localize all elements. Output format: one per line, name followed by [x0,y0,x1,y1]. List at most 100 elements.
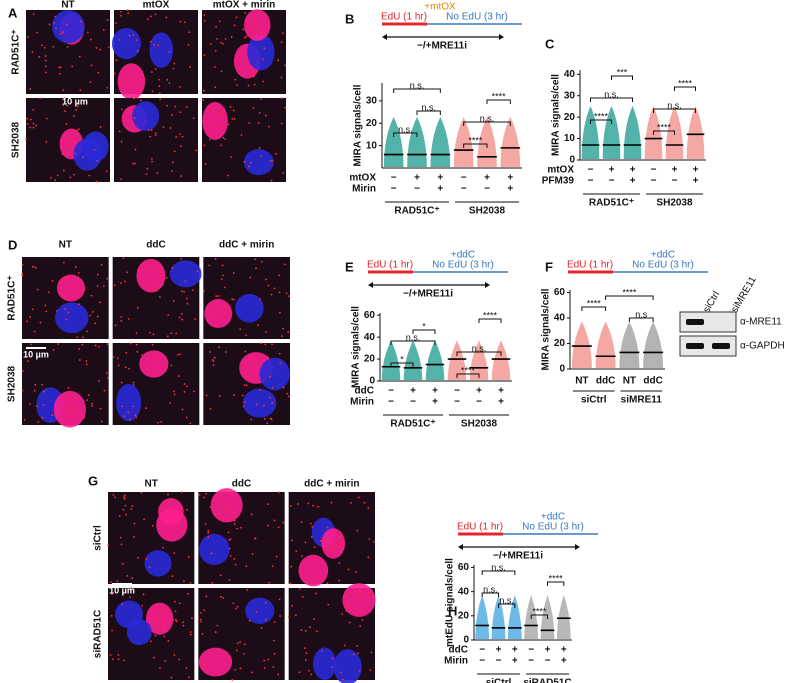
significance-bracket [481,570,516,575]
foci [321,649,323,652]
foci [150,270,153,273]
foci [298,588,301,590]
foci [309,522,312,525]
foci [203,19,206,22]
foci [117,357,119,360]
foci [168,51,171,53]
foci [62,104,64,107]
y-tick-label: 0 [569,155,575,166]
foci [67,311,70,314]
foci [187,592,189,595]
foci [120,543,123,546]
significance-bracket [605,295,654,300]
pulse-label: EdU (1 hr) [457,522,503,533]
group-label: SH2038 [461,419,498,430]
foci [248,620,251,622]
foci [286,392,289,395]
condition-sign: + [561,656,567,667]
condition-sign: + [512,645,518,656]
foci [21,274,24,277]
significance-label: n.s. [410,80,425,90]
foci [187,44,190,46]
foci [132,384,135,386]
foci [301,555,303,557]
foci [56,174,59,177]
foci [127,12,130,15]
nucleus [204,299,233,328]
foci [267,658,270,661]
foci [134,414,137,417]
foci [268,581,270,584]
foci [242,28,245,31]
foci [151,71,153,73]
nucleus [116,383,142,422]
foci [90,64,93,67]
y-axis-label: MIRA signals/cell [351,306,362,388]
foci [331,657,334,660]
foci [248,16,251,19]
panel-label: E [345,259,354,274]
foci [203,290,205,293]
dot-cloud [623,106,642,159]
foci [172,67,175,70]
foci [260,342,262,345]
significance-bracket [481,592,499,597]
dot-cloud [381,340,401,380]
foci [273,653,276,655]
foci [105,170,108,173]
foci [27,360,30,363]
foci [158,78,161,81]
row-label: SH2038 [7,365,18,402]
foci [255,610,258,613]
foci [124,504,127,507]
condition-sign: − [476,397,482,408]
foci [105,372,108,375]
y-tick-label: 60 [458,562,470,573]
foci [255,403,258,406]
foci [207,531,210,534]
foci [282,386,285,389]
foci [282,327,285,330]
significance-label: n.s. [604,89,619,99]
foci [29,118,32,121]
foci [167,314,170,317]
foci [118,514,121,517]
row-label: RAD51C⁺ [7,275,18,320]
foci [189,422,192,425]
foci [78,348,80,350]
foci [74,265,77,268]
foci [213,356,216,359]
foci [254,258,257,261]
foci [82,336,85,339]
condition-sign: + [609,165,615,176]
panel-label: A [8,5,18,20]
foci [187,556,190,558]
condition-sign: − [484,184,490,195]
foci [185,667,188,669]
foci [277,673,280,676]
foci [72,173,75,176]
column-header: mtOX [143,0,170,11]
foci [71,408,74,411]
foci [194,318,196,320]
foci [135,332,138,335]
foci [326,582,329,584]
condition-sign: − [651,176,657,187]
foci [42,390,45,393]
foci [261,58,264,61]
foci [178,602,181,605]
foci [229,538,232,540]
significance-label: **** [657,122,672,132]
foci [59,32,62,35]
nucleus [342,583,376,617]
foci [167,493,169,496]
foci [280,122,283,125]
significance-bracket [478,318,502,323]
condition-sign: − [388,397,394,408]
foci [31,265,34,268]
dot-cloud [447,340,467,380]
foci [207,536,210,538]
foci [214,86,217,89]
y-tick-label: 0 [559,364,565,375]
pulse-label: EdU (1 hr) [367,260,413,271]
